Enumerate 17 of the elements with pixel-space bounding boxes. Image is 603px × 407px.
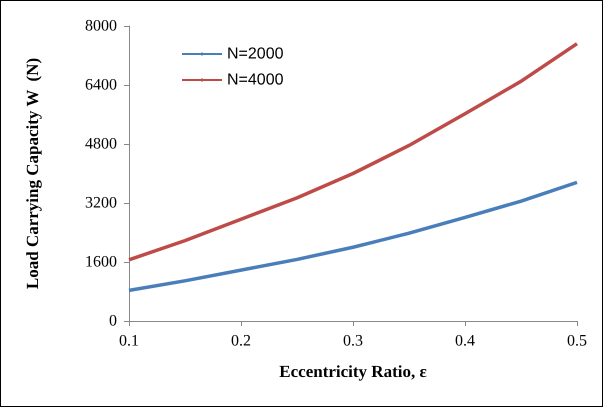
legend-label: N=2000 bbox=[227, 46, 284, 62]
y-tick-label: 0 bbox=[109, 312, 117, 330]
y-axis-title: Load Carrying Capacity W (N) bbox=[23, 58, 42, 290]
y-tick-label: 1600 bbox=[85, 254, 117, 270]
line-series bbox=[127, 42, 579, 262]
x-tick-label: 0.2 bbox=[231, 332, 251, 350]
x-tick-label: 0.3 bbox=[343, 332, 363, 350]
y-tick-label: 6400 bbox=[85, 76, 117, 94]
line-series bbox=[127, 180, 579, 292]
x-tick-label: 0.4 bbox=[455, 332, 475, 350]
y-tick-label: 3200 bbox=[85, 194, 117, 212]
y-tick-label: 8000 bbox=[85, 18, 117, 34]
legend-label: N=4000 bbox=[227, 72, 284, 88]
x-axis-title: Eccentricity Ratio, ε bbox=[279, 362, 427, 381]
y-tick-label: 4800 bbox=[85, 136, 117, 152]
x-tick-label: 0.1 bbox=[119, 332, 139, 350]
x-tick-label: 0.5 bbox=[567, 332, 587, 350]
